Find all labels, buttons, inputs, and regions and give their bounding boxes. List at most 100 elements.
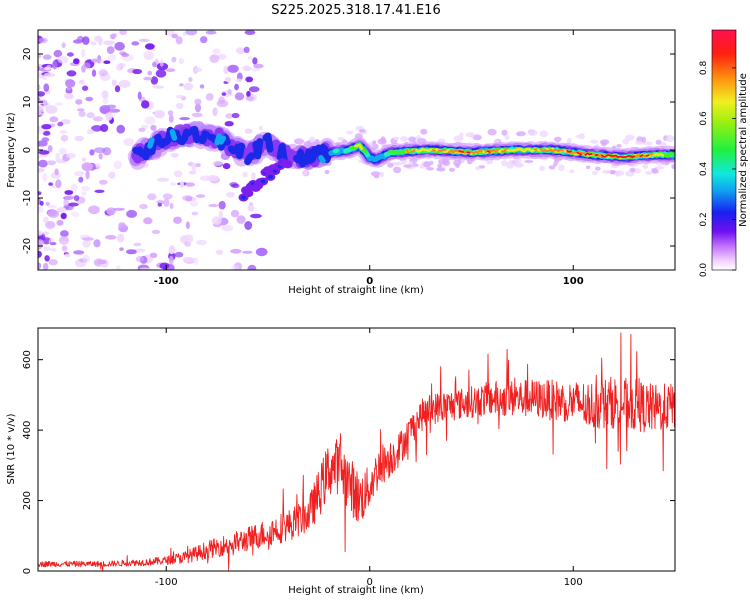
noise-blob: [247, 56, 253, 60]
haze-blob: [324, 169, 330, 175]
noise-blob: [221, 92, 227, 96]
colorbar-frame: [711, 29, 737, 271]
noise-blob: [143, 76, 153, 81]
noise-blob: [98, 117, 104, 121]
haze-blob: [501, 160, 508, 167]
haze-blob: [568, 169, 575, 174]
noise-blob: [91, 69, 97, 77]
noise-blob: [102, 97, 109, 105]
signal-track-layer: [501, 148, 508, 153]
noise-blob: [212, 107, 218, 117]
noise-blob: [171, 56, 177, 63]
noise-blob: [43, 83, 50, 92]
spectrogram-y-label: Frequency (Hz): [6, 112, 17, 188]
noise-blob: [57, 121, 64, 127]
noise-blob: [107, 54, 117, 61]
haze-blob: [642, 141, 653, 146]
haze-blob: [515, 162, 524, 168]
noise-blob: [56, 207, 67, 213]
noise-blob: [184, 234, 194, 244]
noise-blob: [48, 182, 53, 186]
haze-blob: [595, 166, 601, 171]
noise-blob: [183, 82, 194, 91]
signal-track-layer: [405, 149, 410, 154]
haze-blob: [575, 135, 583, 138]
haze-blob: [624, 134, 635, 141]
noise-blob: [223, 65, 229, 75]
noise-blob: [191, 162, 197, 172]
noise-blob: [258, 125, 263, 131]
noise-blob: [157, 202, 162, 207]
noise-blob: [156, 200, 165, 205]
haze-blob: [539, 165, 545, 171]
haze-blob: [654, 166, 665, 170]
noise-blob: [149, 252, 158, 258]
noise-blob: [206, 175, 219, 182]
noise-blob: [141, 100, 150, 109]
noise-blob: [168, 256, 174, 265]
signal-track-layer: [584, 152, 593, 156]
noise-blob: [221, 225, 234, 232]
haze-blob: [420, 128, 428, 135]
noise-blob: [82, 239, 91, 248]
noise-blob: [114, 85, 121, 93]
haze-blob: [294, 138, 304, 145]
noise-blob: [103, 60, 111, 64]
noise-blob: [218, 210, 223, 220]
noise-blob: [61, 42, 66, 49]
noise-blob: [44, 255, 50, 262]
snr-x-ticks: -100 0 100: [155, 328, 583, 588]
haze-blob: [590, 139, 599, 144]
noise-blob: [157, 177, 169, 182]
haze-blob: [403, 164, 413, 168]
noise-blob: [38, 191, 42, 196]
colorbar: 0.0 0.2 0.4 0.6 0.8 Normalized spectral ampl…: [699, 29, 749, 277]
signal-track-layer: [600, 154, 636, 158]
noise-blob: [45, 105, 58, 114]
noise-blob: [200, 36, 208, 44]
noise-blob: [188, 170, 197, 175]
noise-blob: [53, 49, 63, 58]
noise-blob: [143, 217, 153, 225]
haze-blob: [585, 165, 591, 170]
noise-blob: [91, 58, 101, 63]
noise-blob: [64, 253, 71, 258]
colorbar-tick-label: 0.8: [699, 60, 709, 75]
noise-blob: [150, 76, 159, 85]
colorbar-tick-label: 0.2: [699, 212, 709, 226]
noise-blob: [78, 110, 86, 117]
noise-blob: [47, 205, 58, 209]
noise-blob: [138, 38, 150, 43]
haze-blob: [566, 137, 572, 145]
noise-blob: [231, 112, 240, 119]
signal-track-layer: [233, 142, 245, 160]
haze-blob: [557, 164, 565, 171]
noise-blob: [66, 52, 74, 57]
haze-blob: [437, 163, 443, 169]
noise-blob: [191, 112, 203, 118]
spectrogram-x-ticks: -100 0 100: [154, 30, 584, 287]
snr-y-label: SNR (10 * v/v): [6, 413, 17, 484]
noise-blob: [235, 47, 246, 55]
y-tick-label: 20: [22, 48, 33, 61]
noise-blob: [227, 64, 239, 73]
noise-blob: [179, 83, 184, 87]
noise-blob: [38, 54, 42, 59]
noise-blob: [88, 205, 100, 215]
haze-blob: [400, 136, 408, 142]
noise-blob: [133, 242, 142, 247]
noise-blob: [139, 267, 151, 270]
noise-blob: [169, 203, 174, 209]
colorbar-label: Normalized spectral amplitude: [738, 73, 749, 227]
noise-blob: [81, 191, 87, 196]
noise-blob: [82, 85, 89, 91]
noise-blob: [170, 152, 179, 158]
noise-blob: [135, 256, 144, 263]
signal-track-layer: [214, 133, 226, 146]
noise-blob: [248, 86, 260, 93]
noise-blob: [185, 221, 190, 229]
colorbar-ticks: 0.0 0.2 0.4 0.6 0.8: [699, 60, 736, 277]
colorbar-tick-label: 0.0: [699, 263, 709, 278]
haze-blob: [309, 136, 315, 143]
noise-blob: [212, 160, 223, 166]
